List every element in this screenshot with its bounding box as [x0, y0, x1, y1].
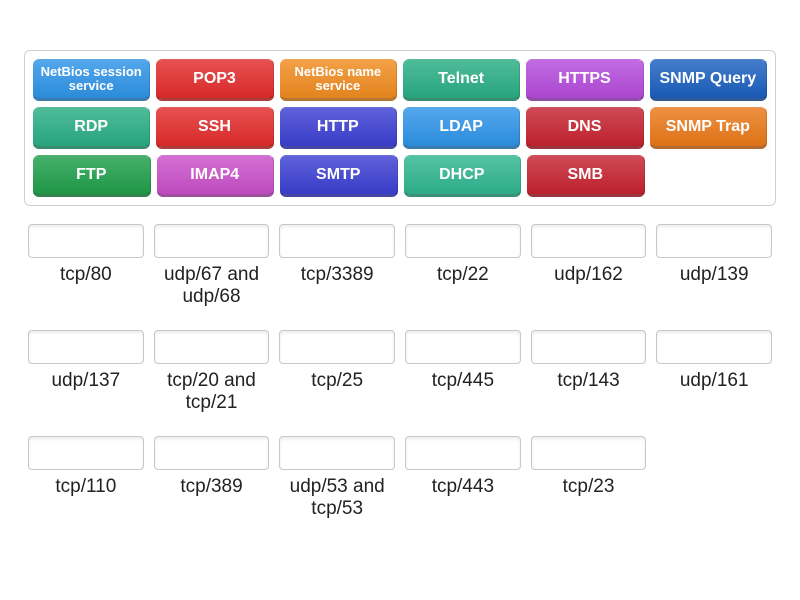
slot-tcp-443: tcp/443 [405, 436, 521, 522]
tile-ssh[interactable]: SSH [156, 107, 273, 149]
drop-target[interactable] [531, 436, 647, 470]
tile-dns[interactable]: DNS [526, 107, 643, 149]
tile-netbios-name-service[interactable]: NetBios name service [280, 59, 397, 101]
drop-target[interactable] [279, 330, 395, 364]
slot-udp-53-and-tcp-53: udp/53 and tcp/53 [279, 436, 395, 522]
tile-snmp-trap[interactable]: SNMP Trap [650, 107, 767, 149]
drop-target[interactable] [154, 224, 270, 258]
tile-rdp[interactable]: RDP [33, 107, 150, 149]
slot-label: udp/67 and udp/68 [154, 264, 270, 310]
drop-target[interactable] [279, 224, 395, 258]
slot-label: tcp/110 [55, 476, 116, 522]
slot-label: tcp/443 [432, 476, 494, 522]
slot-tcp-445: tcp/445 [405, 330, 521, 416]
slot-label: tcp/80 [60, 264, 112, 310]
slot-label: tcp/22 [437, 264, 489, 310]
drop-target[interactable] [531, 224, 647, 258]
slots-area: tcp/80 udp/67 and udp/68 tcp/3389 tcp/22 udp… [24, 224, 776, 522]
slot-label: tcp/25 [311, 370, 363, 416]
drop-target[interactable] [154, 330, 270, 364]
slot-udp-67-and-udp-68: udp/67 and udp/68 [154, 224, 270, 310]
slot-row: udp/137 tcp/20 and tcp/21 tcp/25 tcp/445 tcp… [28, 330, 772, 416]
slot-udp-137: udp/137 [28, 330, 144, 416]
slot-label: tcp/20 and tcp/21 [154, 370, 270, 416]
drop-target[interactable] [28, 224, 144, 258]
tile-smtp[interactable]: SMTP [280, 155, 398, 197]
slot-tcp-22: tcp/22 [405, 224, 521, 310]
tile-snmp-query[interactable]: SNMP Query [650, 59, 767, 101]
slot-udp-162: udp/162 [531, 224, 647, 310]
tile-https[interactable]: HTTPS [526, 59, 643, 101]
slot-udp-161: udp/161 [656, 330, 772, 416]
slot-tcp-110: tcp/110 [28, 436, 144, 522]
slot-label: tcp/143 [557, 370, 619, 416]
tile-telnet[interactable]: Telnet [403, 59, 520, 101]
drop-target[interactable] [405, 436, 521, 470]
tile-imap4[interactable]: IMAP4 [157, 155, 275, 197]
slot-row: tcp/80 udp/67 and udp/68 tcp/3389 tcp/22 udp… [28, 224, 772, 310]
slot-label: tcp/3389 [301, 264, 374, 310]
slot-label: udp/161 [680, 370, 749, 416]
slot-tcp-3389: tcp/3389 [279, 224, 395, 310]
slot-label: udp/137 [51, 370, 120, 416]
tile-row: RDPSSHHTTPLDAPDNSSNMP Trap [33, 107, 767, 149]
slot-tcp-20-and-tcp-21: tcp/20 and tcp/21 [154, 330, 270, 416]
slot-tcp-80: tcp/80 [28, 224, 144, 310]
slot-label: tcp/23 [563, 476, 615, 522]
slot-label: udp/162 [554, 264, 623, 310]
drop-target[interactable] [656, 224, 772, 258]
tile-pop3[interactable]: POP3 [156, 59, 273, 101]
slot-label: udp/139 [680, 264, 749, 310]
tile-row: NetBios session servicePOP3NetBios name … [33, 59, 767, 101]
tile-empty [651, 155, 768, 197]
slot-udp-139: udp/139 [656, 224, 772, 310]
slot-empty [656, 436, 772, 522]
slot-row: tcp/110 tcp/389 udp/53 and tcp/53 tcp/443 tc… [28, 436, 772, 522]
slot-tcp-23: tcp/23 [531, 436, 647, 522]
drop-target[interactable] [154, 436, 270, 470]
slot-tcp-389: tcp/389 [154, 436, 270, 522]
slot-tcp-143: tcp/143 [531, 330, 647, 416]
tile-smb[interactable]: SMB [527, 155, 645, 197]
slot-tcp-25: tcp/25 [279, 330, 395, 416]
tile-dhcp[interactable]: DHCP [404, 155, 522, 197]
drop-target[interactable] [28, 436, 144, 470]
drop-target[interactable] [405, 224, 521, 258]
drop-target[interactable] [656, 330, 772, 364]
slot-label: tcp/389 [180, 476, 242, 522]
tile-ftp[interactable]: FTP [33, 155, 151, 197]
slot-label: udp/53 and tcp/53 [279, 476, 395, 522]
tile-netbios-session-service[interactable]: NetBios session service [33, 59, 150, 101]
tile-ldap[interactable]: LDAP [403, 107, 520, 149]
drop-target[interactable] [531, 330, 647, 364]
tile-bank: NetBios session servicePOP3NetBios name … [24, 50, 776, 206]
drop-target[interactable] [405, 330, 521, 364]
drop-target[interactable] [28, 330, 144, 364]
drop-target[interactable] [279, 436, 395, 470]
slot-label: tcp/445 [432, 370, 494, 416]
tile-http[interactable]: HTTP [280, 107, 397, 149]
tile-row: FTPIMAP4SMTPDHCPSMB [33, 155, 767, 197]
